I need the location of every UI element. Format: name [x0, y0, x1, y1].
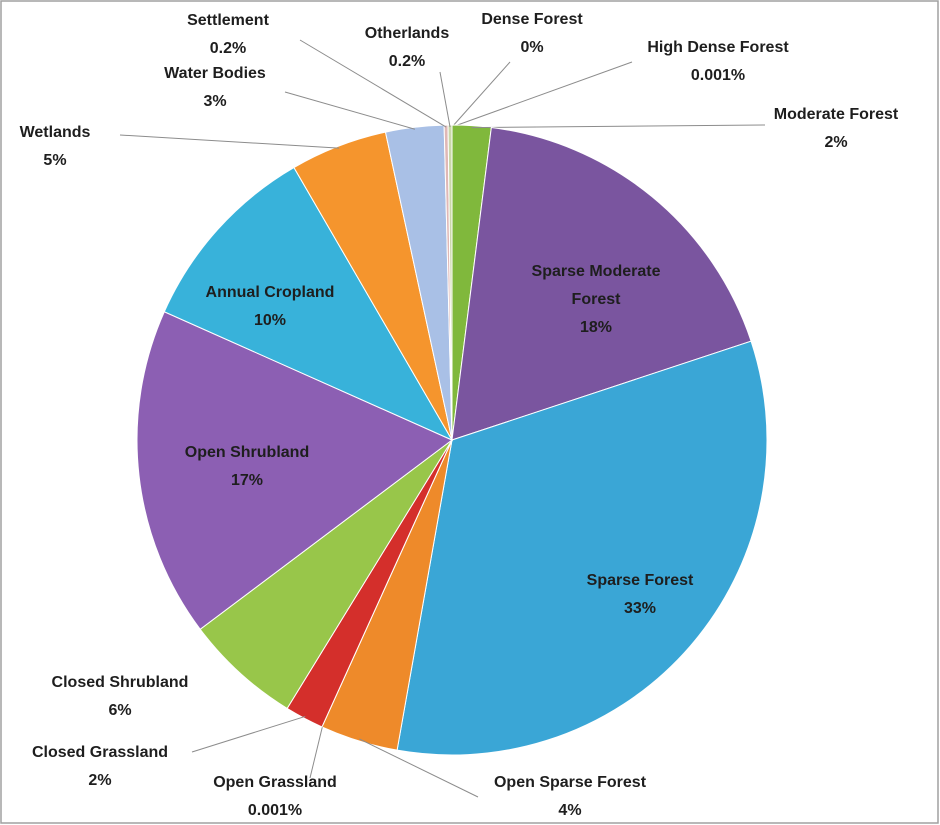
value-label: 6% — [108, 702, 132, 719]
pie-slice — [163, 166, 454, 442]
value-label: 2% — [824, 134, 848, 151]
category-label: Moderate Forest — [773, 106, 899, 123]
leader-line — [471, 124, 766, 129]
category-label: Settlement — [187, 12, 269, 29]
category-label: Sparse Moderate Forest — [531, 263, 661, 308]
value-label: 10% — [253, 312, 287, 329]
pie-slice — [136, 311, 453, 630]
leader-line — [191, 715, 306, 753]
leader-line — [119, 134, 340, 149]
value-label: 0.001% — [247, 802, 303, 819]
value-label: 4% — [558, 802, 582, 819]
leader-line — [299, 39, 447, 128]
slice-label: Open Shrubland 17% — [185, 439, 309, 495]
category-label: Annual Cropland — [205, 284, 335, 301]
pie-slice — [451, 126, 752, 441]
value-label: 18% — [579, 319, 613, 336]
category-label: Otherlands — [364, 25, 450, 42]
value-label: 0.001% — [690, 67, 746, 84]
category-label: Closed Shrubland — [51, 674, 189, 691]
category-label: Closed Grassland — [31, 744, 169, 761]
value-label: 33% — [623, 600, 657, 617]
slice-label: Open Grassland 0.001% — [213, 769, 337, 825]
category-label: Open Sparse Forest — [493, 774, 647, 791]
value-label: 0% — [520, 39, 544, 56]
slice-label: Settlement 0.2% — [187, 7, 269, 63]
value-label: 17% — [230, 472, 264, 489]
category-label: High Dense Forest — [647, 39, 789, 56]
slice-label: Sparse Forest 33% — [587, 567, 694, 623]
category-label: Sparse Forest — [586, 572, 694, 589]
value-label: 3% — [203, 93, 227, 110]
slice-label: Closed Grassland 2% — [32, 739, 168, 795]
slice-label: Open Sparse Forest 4% — [494, 769, 646, 825]
slice-label: Closed Shrubland 6% — [52, 669, 189, 725]
slice-label: Sparse Moderate Forest 18% — [516, 258, 676, 342]
leader-line — [359, 738, 479, 798]
slice-label: Otherlands 0.2% — [365, 20, 449, 76]
slice-label: Annual Cropland 10% — [206, 279, 335, 335]
value-label: 2% — [88, 772, 112, 789]
category-label: Wetlands — [19, 124, 91, 141]
pie-slice — [396, 340, 768, 756]
leader-line — [451, 61, 511, 128]
category-label: Open Grassland — [213, 774, 337, 791]
value-label: 5% — [43, 152, 67, 169]
slice-label: Wetlands 5% — [20, 119, 91, 175]
value-label: 0.2% — [388, 53, 426, 70]
category-label: Water Bodies — [164, 65, 266, 82]
slice-label: High Dense Forest 0.001% — [647, 34, 788, 90]
slice-label: Water Bodies 3% — [164, 60, 266, 116]
leader-line — [309, 724, 324, 779]
leader-line — [451, 61, 633, 128]
value-label: 0.2% — [209, 40, 247, 57]
category-label: Open Shrubland — [184, 444, 310, 461]
leader-line — [284, 91, 416, 130]
slice-label: Dense Forest 0% — [481, 6, 582, 62]
slice-label: Moderate Forest 2% — [774, 101, 898, 157]
leader-line — [439, 71, 451, 128]
category-label: Dense Forest — [481, 11, 583, 28]
